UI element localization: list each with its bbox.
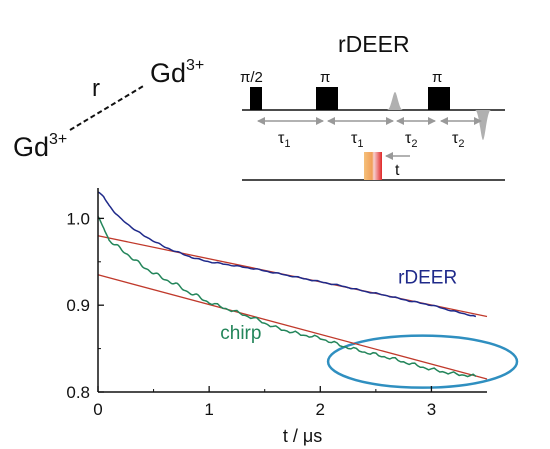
pi-half-label: π/2: [240, 69, 263, 86]
pi-label-1: π: [320, 69, 330, 86]
series-labels: rDEER chirp: [220, 267, 457, 344]
decay-plot: 0 1 2 3 0.8 0.9 1.0 t / μs rDEER chirp: [66, 188, 519, 446]
gd-ion-right-charge: 3+: [186, 57, 204, 74]
gd-ion-left: Gd3+: [13, 131, 67, 162]
pulse-sequence: rDEER π/2 π π τ1 τ1 τ2 τ2 t: [240, 31, 505, 181]
chirp-pulse: [364, 152, 382, 180]
distance-label: r: [92, 75, 100, 102]
y-tick-label: 0.9: [66, 296, 90, 315]
gd-ion-left-charge: 3+: [49, 131, 67, 148]
detected-echo: [475, 110, 491, 140]
pulse-sequence-title: rDEER: [338, 31, 410, 57]
x-tick-label: 3: [427, 400, 436, 419]
fit-line-2: [97, 274, 488, 380]
tau-label-3: τ2: [405, 130, 417, 150]
plot-axes: 0 1 2 3 0.8 0.9 1.0 t / μs: [66, 188, 487, 446]
pi-half-pulse: [250, 87, 262, 110]
tau-label-2: τ1: [351, 130, 363, 150]
refocused-echo: [387, 92, 403, 110]
x-tick-label: 0: [93, 400, 102, 419]
series-line-chirp: [97, 216, 477, 378]
tau-label-4: τ2: [452, 130, 464, 150]
gd-ion-right: Gd3+: [150, 57, 204, 88]
x-axis-label: t / μs: [283, 426, 322, 446]
pi-pulse-1: [316, 87, 338, 110]
data-series: [97, 191, 477, 378]
distance-schematic: Gd3+ Gd3+ r: [13, 57, 204, 162]
pi-label-2: π: [432, 69, 442, 86]
y-tick-label: 1.0: [66, 209, 90, 228]
tau-label-1: τ1: [278, 130, 290, 150]
highlight-ellipse: [326, 334, 519, 389]
x-tick-label: 1: [204, 400, 213, 419]
chirp-time-label: t: [395, 162, 400, 179]
y-tick-label: 0.8: [66, 383, 90, 402]
series-line-rdeer: [97, 191, 477, 318]
x-tick-label: 2: [316, 400, 325, 419]
fit-lines: [97, 235, 488, 380]
series-label-chirp: chirp: [220, 323, 261, 344]
highlight-layer: [326, 334, 519, 389]
distance-dashed-line: [69, 84, 146, 131]
pi-pulse-2: [428, 87, 450, 110]
series-label-rdeer: rDEER: [398, 267, 457, 288]
